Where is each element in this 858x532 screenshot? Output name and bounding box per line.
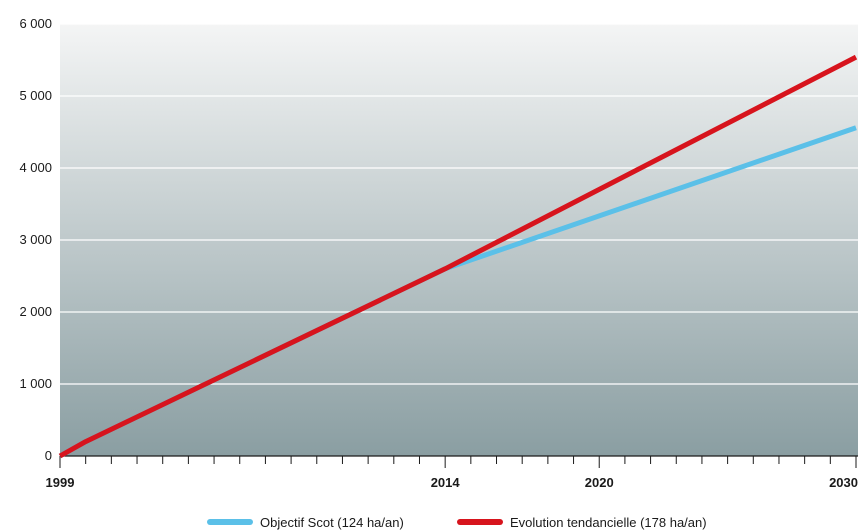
y-tick-label: 2 000 [19, 304, 52, 319]
y-tick-label: 6 000 [19, 16, 52, 31]
legend-label: Evolution tendancielle (178 ha/an) [510, 515, 707, 530]
y-tick-label: 0 [45, 448, 52, 463]
series-lines [58, 54, 858, 459]
y-axis-labels: 0 1 000 2 000 3 000 4 000 5 000 6 000 [19, 16, 52, 463]
x-axis: 1999 2014 2020 2030 [46, 455, 858, 490]
series-line-2 [58, 54, 858, 459]
y-tick-label: 4 000 [19, 160, 52, 175]
x-tick-label: 1999 [46, 475, 75, 490]
x-tick-label: 2014 [431, 475, 461, 490]
y-tick-label: 3 000 [19, 232, 52, 247]
legend: Objectif Scot (124 ha/an) Evolution tenda… [207, 515, 707, 530]
y-tick-label: 1 000 [19, 376, 52, 391]
gridlines [60, 23, 858, 385]
legend-label: Objectif Scot (124 ha/an) [260, 515, 404, 530]
x-tick-label: 2020 [585, 475, 614, 490]
x-tick-label: 2030 [829, 475, 858, 490]
y-tick-label: 5 000 [19, 88, 52, 103]
